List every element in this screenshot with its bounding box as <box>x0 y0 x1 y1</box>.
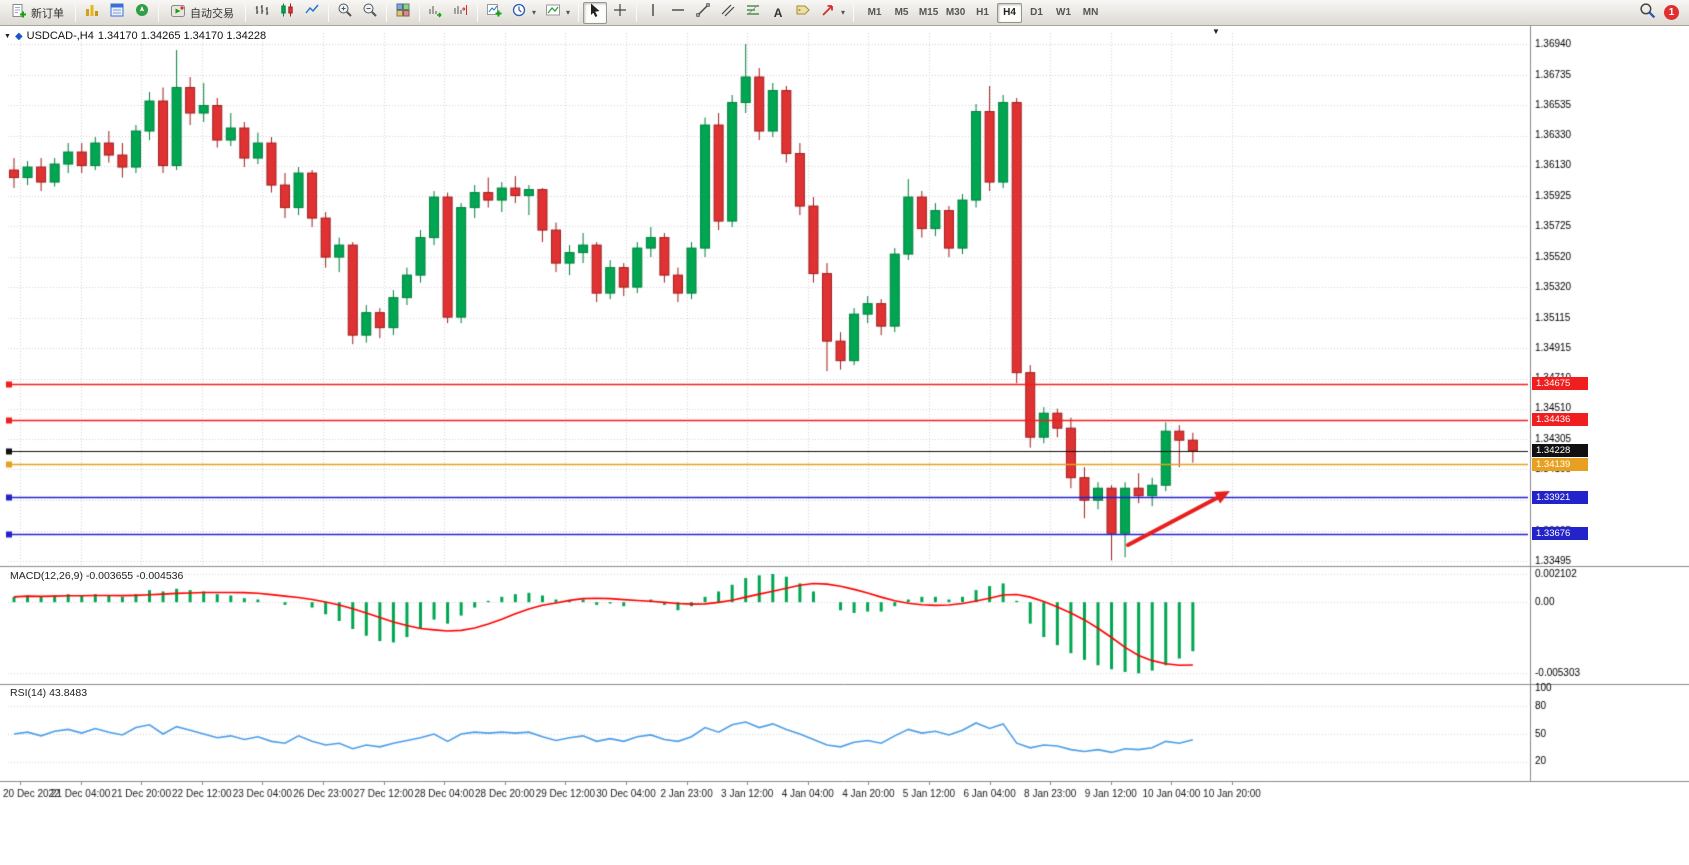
new-order-label: 新订单 <box>31 7 64 20</box>
timeframe-m5-button[interactable]: M5 <box>894 7 909 18</box>
text-label-icon <box>795 2 811 23</box>
tile-windows-button[interactable] <box>391 2 415 24</box>
timeframe-w1-button[interactable]: W1 <box>1056 7 1072 18</box>
navigator-button[interactable] <box>130 2 154 24</box>
timeframe-h1-button[interactable]: H1 <box>976 7 989 18</box>
timeframe-m15-button[interactable]: M15 <box>918 7 939 18</box>
ohlc-values: 1.34170 1.34265 1.34170 1.34228 <box>97 30 267 42</box>
notification-badge[interactable]: 1 <box>1664 5 1679 20</box>
timeframe-mn-button[interactable]: MN <box>1082 7 1099 18</box>
line-chart-icon <box>304 2 320 23</box>
price-line-label: 1.33921 <box>1532 490 1588 504</box>
toolbar-separator <box>245 3 246 22</box>
symbol-period-label: USDCAD-,H4 <box>26 30 94 42</box>
toolbar-separator <box>477 3 478 22</box>
toolbar-separator <box>636 3 638 22</box>
chart-menu-triangle-icon[interactable]: ▼ <box>4 32 11 40</box>
text-label-tool-button[interactable] <box>791 2 815 24</box>
zoom-out-button[interactable] <box>358 2 382 24</box>
crosshair-tool-button[interactable] <box>608 2 632 24</box>
vertical-line-icon <box>645 2 661 23</box>
chart-title: ▼ ◆ USDCAD-,H4 1.34170 1.34265 1.34170 1… <box>4 30 266 42</box>
toolbar-right-group: 1 <box>1639 2 1685 24</box>
auto-scroll-icon <box>428 2 444 23</box>
market-watch-icon <box>84 2 100 23</box>
horizontal-line-tool-button[interactable] <box>666 2 690 24</box>
cursor-icon <box>587 2 603 23</box>
chart-shift-icon <box>453 2 469 23</box>
macd-indicator-label: MACD(12,26,9) -0.003655 -0.004536 <box>10 570 184 582</box>
zoom-out-icon <box>362 2 378 23</box>
candlestick-chart-icon <box>279 2 295 23</box>
search-icon[interactable] <box>1639 2 1656 24</box>
indicators-button[interactable] <box>482 2 506 24</box>
toolbar: 新订单 自动交易 <box>0 0 1689 26</box>
zoom-in-icon <box>337 2 353 23</box>
text-tool-button[interactable]: A <box>766 2 790 24</box>
fibonacci-icon <box>745 2 761 23</box>
new-order-button[interactable]: 新订单 <box>4 2 71 24</box>
timeframe-h4-button[interactable]: H4 <box>997 2 1023 23</box>
zoom-in-button[interactable] <box>333 2 357 24</box>
price-line-label: 1.34139 <box>1532 457 1588 471</box>
autotrading-button[interactable]: 自动交易 <box>163 2 241 24</box>
toolbar-separator <box>328 3 329 22</box>
timeframe-toolbar: M1 M5 M15 M30 H1 H4 D1 W1 MN <box>862 2 1103 23</box>
tile-windows-icon <box>395 2 411 23</box>
crosshair-icon <box>612 2 628 23</box>
cursor-tool-button[interactable] <box>583 1 608 24</box>
chart-canvas[interactable] <box>0 26 1689 865</box>
indicators-icon <box>486 2 502 23</box>
timeframe-m1-button[interactable]: M1 <box>867 7 882 18</box>
dropdown-arrow-icon: ▾ <box>532 8 537 17</box>
toolbar-separator <box>75 3 76 22</box>
price-line-label: 1.34675 <box>1532 377 1588 391</box>
price-line-label: 1.34436 <box>1532 413 1588 427</box>
navigator-icon <box>134 2 150 23</box>
toolbar-separator <box>158 3 159 22</box>
chart-shift-marker[interactable]: ▼ <box>1212 27 1220 36</box>
timeframe-m30-button[interactable]: M30 <box>945 7 966 18</box>
autotrading-label: 自动交易 <box>190 7 234 20</box>
arrows-tool-button[interactable]: ▾ <box>816 2 849 24</box>
autotrading-icon <box>170 3 186 22</box>
periods-button[interactable]: ▾ <box>507 2 540 24</box>
symbol-diamond-icon: ◆ <box>14 30 23 42</box>
toolbar-separator <box>419 3 420 22</box>
chart-shift-button[interactable] <box>449 2 473 24</box>
vertical-line-tool-button[interactable] <box>641 2 665 24</box>
clock-icon <box>511 2 527 23</box>
data-window-icon <box>109 2 125 23</box>
line-chart-button[interactable] <box>300 2 324 24</box>
templates-button[interactable]: ▾ <box>541 2 574 24</box>
arrow-tool-icon <box>820 2 836 23</box>
dropdown-arrow-icon: ▾ <box>566 8 571 17</box>
price-line-label: 1.34228 <box>1532 444 1588 458</box>
channel-icon <box>720 2 736 23</box>
data-window-button[interactable] <box>105 2 129 24</box>
toolbar-separator <box>853 3 855 22</box>
toolbar-separator <box>578 3 580 22</box>
candlestick-chart-button[interactable] <box>275 2 299 24</box>
toolbar-separator <box>386 3 387 22</box>
new-order-icon <box>11 3 27 22</box>
bar-chart-icon <box>254 2 270 23</box>
fibonacci-tool-button[interactable] <box>741 2 765 24</box>
market-watch-button[interactable] <box>80 2 104 24</box>
template-icon <box>545 2 561 23</box>
auto-scroll-button[interactable] <box>424 2 448 24</box>
trendline-icon <box>695 2 711 23</box>
dropdown-arrow-icon: ▾ <box>841 8 846 17</box>
rsi-indicator-label: RSI(14) 43.8483 <box>10 687 88 699</box>
timeframe-d1-button[interactable]: D1 <box>1030 7 1043 18</box>
price-line-label: 1.33676 <box>1532 527 1588 541</box>
horizontal-line-icon <box>670 2 686 23</box>
text-tool-icon: A <box>773 5 783 20</box>
channel-tool-button[interactable] <box>716 2 740 24</box>
bar-chart-button[interactable] <box>250 2 274 24</box>
trendline-tool-button[interactable] <box>691 2 715 24</box>
